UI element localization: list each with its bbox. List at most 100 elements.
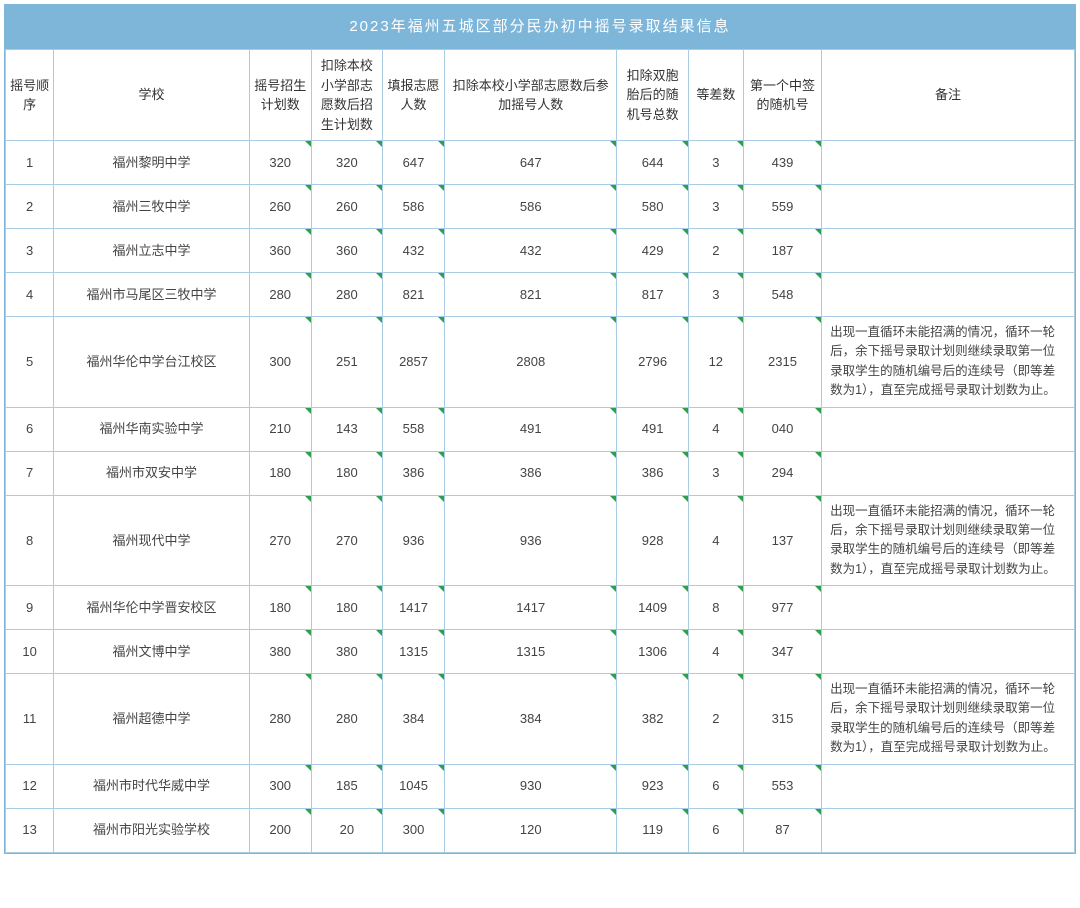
cell-c7: 12 [688,317,743,408]
header-row: 摇号顺序 学校 摇号招生计划数 扣除本校小学部志愿数后招生计划数 填报志愿人数 … [6,50,1075,141]
cell-note [822,229,1075,273]
cell-seq: 12 [6,764,54,808]
cell-c6: 1409 [617,586,688,630]
cell-c8: 553 [743,764,821,808]
cell-c6: 429 [617,229,688,273]
cell-seq: 11 [6,674,54,765]
table-row: 13福州市阳光实验学校20020300120119687 [6,808,1075,852]
cell-c3: 320 [311,141,382,185]
cell-c2: 280 [249,674,311,765]
table-container: 2023年福州五城区部分民办初中摇号录取结果信息 摇号顺序 学校 摇号招生计划数… [4,4,1076,854]
cell-seq: 7 [6,451,54,495]
cell-c6: 580 [617,185,688,229]
cell-c3: 20 [311,808,382,852]
cell-c5: 432 [445,229,617,273]
cell-c7: 3 [688,141,743,185]
cell-c8: 040 [743,407,821,451]
col-diff: 等差数 [688,50,743,141]
col-note: 备注 [822,50,1075,141]
col-lottery: 扣除本校小学部志愿数后参加摇号人数 [445,50,617,141]
cell-note [822,764,1075,808]
cell-c3: 380 [311,630,382,674]
cell-seq: 13 [6,808,54,852]
cell-c2: 360 [249,229,311,273]
col-school: 学校 [54,50,249,141]
cell-school: 福州华伦中学台江校区 [54,317,249,408]
cell-c3: 260 [311,185,382,229]
table-row: 7福州市双安中学1801803863863863294 [6,451,1075,495]
cell-c8: 2315 [743,317,821,408]
cell-c6: 491 [617,407,688,451]
col-apply: 填报志愿人数 [383,50,445,141]
cell-c3: 360 [311,229,382,273]
cell-c5: 1417 [445,586,617,630]
cell-c6: 119 [617,808,688,852]
cell-c4: 647 [383,141,445,185]
cell-c6: 2796 [617,317,688,408]
cell-c4: 936 [383,495,445,586]
col-first: 第一个中签的随机号 [743,50,821,141]
cell-c5: 384 [445,674,617,765]
cell-c4: 1315 [383,630,445,674]
cell-c3: 185 [311,764,382,808]
cell-c2: 210 [249,407,311,451]
cell-note [822,273,1075,317]
cell-c2: 260 [249,185,311,229]
cell-c2: 280 [249,273,311,317]
cell-c3: 270 [311,495,382,586]
cell-c7: 4 [688,495,743,586]
cell-c3: 180 [311,451,382,495]
cell-c8: 187 [743,229,821,273]
cell-c3: 143 [311,407,382,451]
table-row: 8福州现代中学2702709369369284137出现一直循环未能招满的情况，… [6,495,1075,586]
cell-school: 福州华南实验中学 [54,407,249,451]
cell-c6: 923 [617,764,688,808]
cell-c4: 300 [383,808,445,852]
cell-c5: 386 [445,451,617,495]
col-adjplan: 扣除本校小学部志愿数后招生计划数 [311,50,382,141]
cell-c7: 3 [688,185,743,229]
cell-seq: 3 [6,229,54,273]
cell-note [822,407,1075,451]
cell-school: 福州市马尾区三牧中学 [54,273,249,317]
cell-note [822,141,1075,185]
cell-c4: 1045 [383,764,445,808]
table-row: 10福州文博中学3803801315131513064347 [6,630,1075,674]
cell-c5: 2808 [445,317,617,408]
cell-c2: 380 [249,630,311,674]
cell-c8: 439 [743,141,821,185]
cell-c2: 180 [249,451,311,495]
table-row: 12福州市时代华威中学30018510459309236553 [6,764,1075,808]
cell-c4: 1417 [383,586,445,630]
cell-c2: 300 [249,317,311,408]
cell-seq: 10 [6,630,54,674]
cell-c8: 315 [743,674,821,765]
cell-c8: 294 [743,451,821,495]
table-row: 6福州华南实验中学2101435584914914040 [6,407,1075,451]
cell-c3: 280 [311,674,382,765]
cell-c7: 3 [688,451,743,495]
cell-seq: 1 [6,141,54,185]
table-title: 2023年福州五城区部分民办初中摇号录取结果信息 [5,5,1075,49]
cell-c8: 548 [743,273,821,317]
cell-c5: 120 [445,808,617,852]
cell-school: 福州文博中学 [54,630,249,674]
cell-seq: 9 [6,586,54,630]
cell-c6: 386 [617,451,688,495]
cell-c2: 300 [249,764,311,808]
table-row: 9福州华伦中学晋安校区1801801417141714098977 [6,586,1075,630]
cell-school: 福州市时代华威中学 [54,764,249,808]
cell-c2: 180 [249,586,311,630]
cell-c3: 180 [311,586,382,630]
cell-c2: 200 [249,808,311,852]
cell-c2: 270 [249,495,311,586]
cell-c7: 6 [688,808,743,852]
cell-c2: 320 [249,141,311,185]
table-row: 1福州黎明中学3203206476476443439 [6,141,1075,185]
cell-c4: 558 [383,407,445,451]
cell-c7: 6 [688,764,743,808]
data-table: 摇号顺序 学校 摇号招生计划数 扣除本校小学部志愿数后招生计划数 填报志愿人数 … [5,49,1075,853]
cell-c3: 280 [311,273,382,317]
cell-school: 福州市双安中学 [54,451,249,495]
cell-seq: 2 [6,185,54,229]
